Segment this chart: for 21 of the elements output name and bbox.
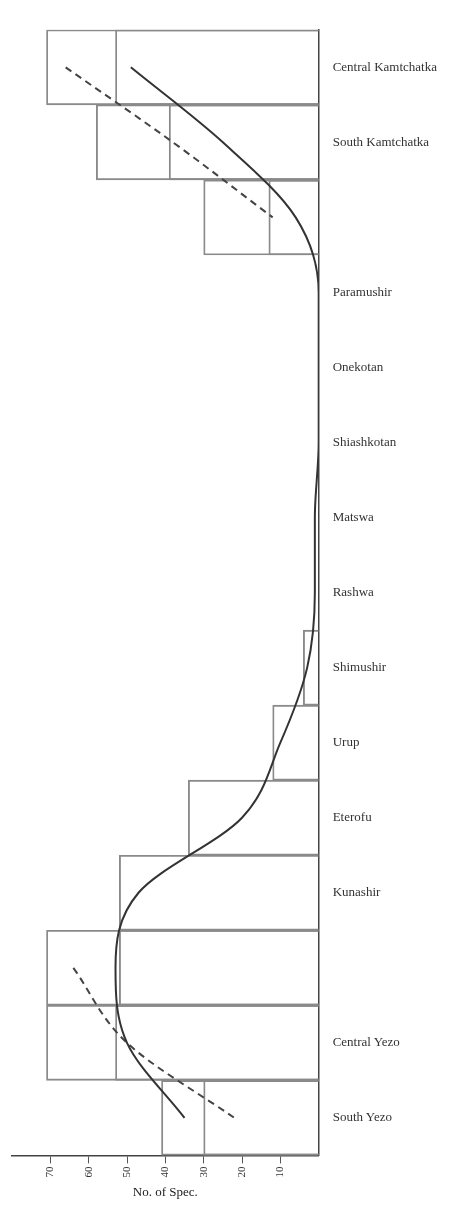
y-tick-label: Rashwa [332,584,375,600]
y-tick-label: Eterofu [332,809,373,825]
x-tick-label: 60 [81,1165,94,1178]
x-axis-title: No. of Spec. [132,1183,198,1199]
x-tick-label: 50 [119,1165,132,1178]
y-tick-label: Shiashkotan [332,433,397,449]
y-tick-label: Kunashir [332,884,382,900]
y-tick-label: Central Kamtchatka [332,58,438,74]
y-tick-label: South Kamtchatka [332,133,430,149]
y-tick-label: Onekotan [332,358,384,374]
x-tick-label: 20 [234,1165,247,1178]
y-tick-label: Shimushir [332,659,387,675]
y-tick-label: Matswa [332,508,375,524]
y-tick-label: South Yezo [332,1109,392,1125]
y-tick-label: Central Yezo [332,1034,400,1050]
x-tick-label: 10 [273,1165,286,1178]
x-tick-label: 30 [196,1165,209,1178]
y-tick-label: Urup [332,734,360,750]
x-tick-label: 70 [43,1165,56,1178]
y-tick-label: Paramushir [332,283,393,299]
x-tick-label: 40 [158,1165,171,1178]
